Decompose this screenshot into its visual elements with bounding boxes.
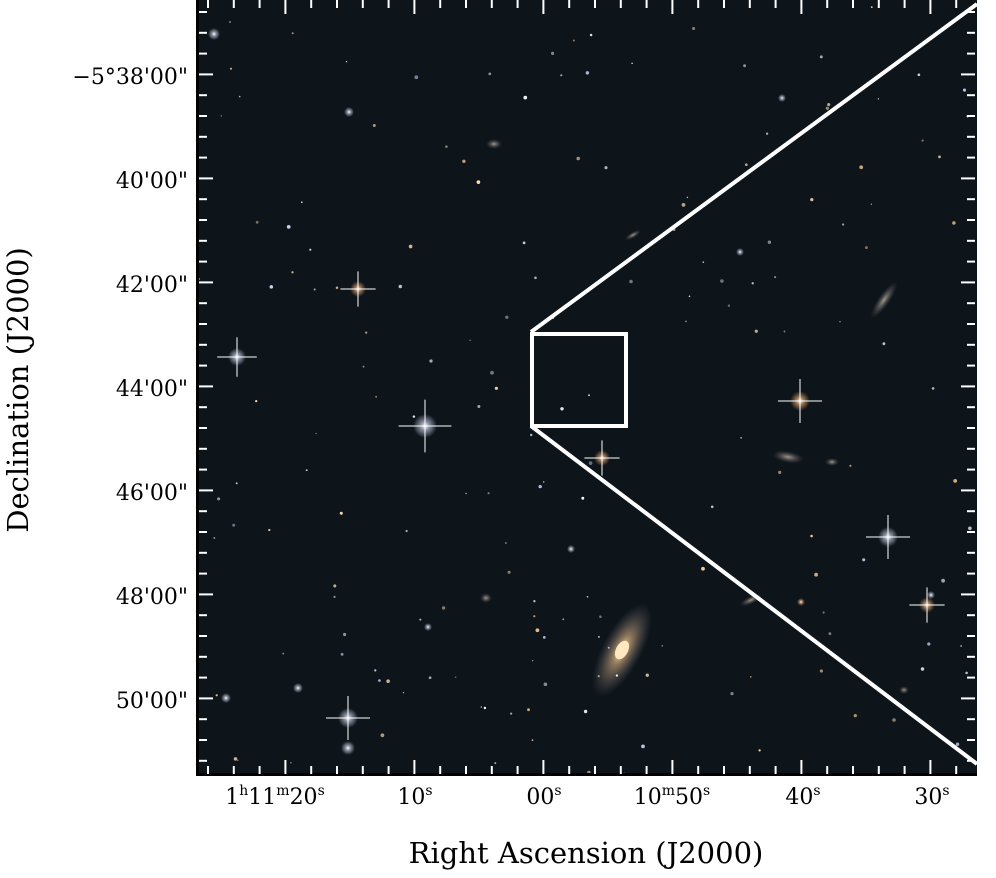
dec-tick-label-5: 48'00"	[115, 585, 188, 610]
faint-star	[372, 123, 376, 128]
faint-star	[215, 694, 218, 697]
faint-star	[476, 180, 481, 184]
bright-star	[221, 693, 231, 703]
faint-star	[429, 359, 433, 363]
dec-tick-label-6: 50'00"	[115, 689, 188, 714]
faint-star	[428, 676, 432, 680]
faint-star	[235, 482, 238, 485]
faint-star	[309, 248, 312, 251]
faint-star	[441, 606, 446, 610]
plot-frame	[196, 0, 977, 776]
faint-star	[220, 115, 223, 117]
faint-star	[375, 396, 377, 398]
ra-tick-label-0: 1h11m20s	[225, 783, 325, 810]
faint-star	[378, 679, 381, 682]
faint-star	[300, 201, 303, 204]
faint-star	[505, 542, 507, 544]
ra-tick-label-4: 40s	[785, 783, 821, 810]
faint-star	[505, 315, 509, 319]
faint-star	[386, 679, 390, 683]
faint-star	[345, 61, 348, 63]
bright-star	[293, 683, 303, 693]
faint-star	[523, 95, 528, 100]
faint-star	[454, 676, 457, 678]
faint-star	[494, 762, 497, 765]
faint-star	[365, 331, 368, 334]
faint-star	[339, 511, 343, 515]
faint-star	[488, 72, 492, 76]
faint-star	[380, 733, 385, 738]
faint-star	[469, 339, 471, 341]
faint-star	[286, 225, 291, 229]
ra-tick-label-1: 10s	[397, 783, 433, 810]
faint-star	[313, 288, 316, 291]
faint-star	[232, 523, 236, 527]
faint-star	[305, 469, 308, 472]
faint-star	[405, 529, 408, 533]
faint-star	[527, 708, 530, 712]
faint-star	[480, 706, 483, 708]
dec-tick-label-4: 46'00"	[115, 481, 188, 506]
faint-star	[269, 285, 274, 289]
faint-star	[445, 145, 448, 148]
faint-star	[477, 405, 481, 408]
dec-tick-label-1: 40'00"	[115, 169, 188, 194]
faint-star	[398, 284, 403, 289]
faint-star	[335, 286, 339, 290]
faint-star	[217, 497, 221, 501]
dec-tick-label-3: 44'00"	[115, 377, 188, 402]
faint-star	[229, 21, 231, 23]
bright-star	[341, 741, 355, 755]
faint-star	[340, 652, 344, 656]
faint-star	[483, 706, 487, 710]
faint-star	[238, 95, 241, 98]
faint-star	[374, 669, 377, 672]
faint-star	[291, 271, 294, 274]
ra-tick-label-3: 10m50s	[633, 783, 711, 810]
faint-star	[522, 241, 526, 245]
faint-star	[333, 584, 337, 588]
faint-star	[255, 399, 258, 403]
faint-star	[213, 537, 216, 539]
dec-tick-label-0: −5°38'00"	[72, 65, 188, 90]
faint-star	[402, 692, 405, 694]
faint-star	[268, 528, 271, 532]
y-axis-title: Declination (J2000)	[1, 247, 35, 533]
ra-tick-label-2: 00s	[526, 783, 562, 810]
faint-star	[315, 432, 317, 435]
faint-star	[408, 244, 413, 249]
faint-star	[882, 342, 886, 346]
bright-star	[344, 107, 354, 117]
faint-star	[282, 652, 285, 655]
faint-star	[931, 387, 935, 390]
faint-star	[343, 632, 347, 637]
bright-star	[208, 28, 220, 40]
faint-star	[233, 757, 238, 761]
faint-star	[490, 370, 494, 375]
faint-star	[419, 618, 422, 621]
faint-star	[507, 570, 511, 574]
faint-star	[462, 159, 466, 164]
faint-star	[333, 595, 336, 598]
bright-star	[424, 623, 432, 631]
faint-star	[509, 712, 513, 715]
faint-star	[291, 32, 294, 35]
ra-tick-label-5: 30s	[914, 783, 950, 810]
faint-star	[414, 75, 419, 80]
faint-star	[494, 386, 499, 390]
faint-star	[290, 761, 292, 764]
faint-star	[465, 492, 467, 495]
faint-star	[229, 67, 233, 70]
dec-tick-label-2: 42'00"	[115, 273, 188, 298]
x-axis-title: Right Ascension (J2000)	[408, 836, 764, 870]
faint-star	[412, 415, 416, 418]
faint-star	[487, 492, 490, 495]
faint-star	[236, 759, 239, 762]
faint-star	[255, 220, 259, 224]
faint-star	[362, 365, 365, 368]
